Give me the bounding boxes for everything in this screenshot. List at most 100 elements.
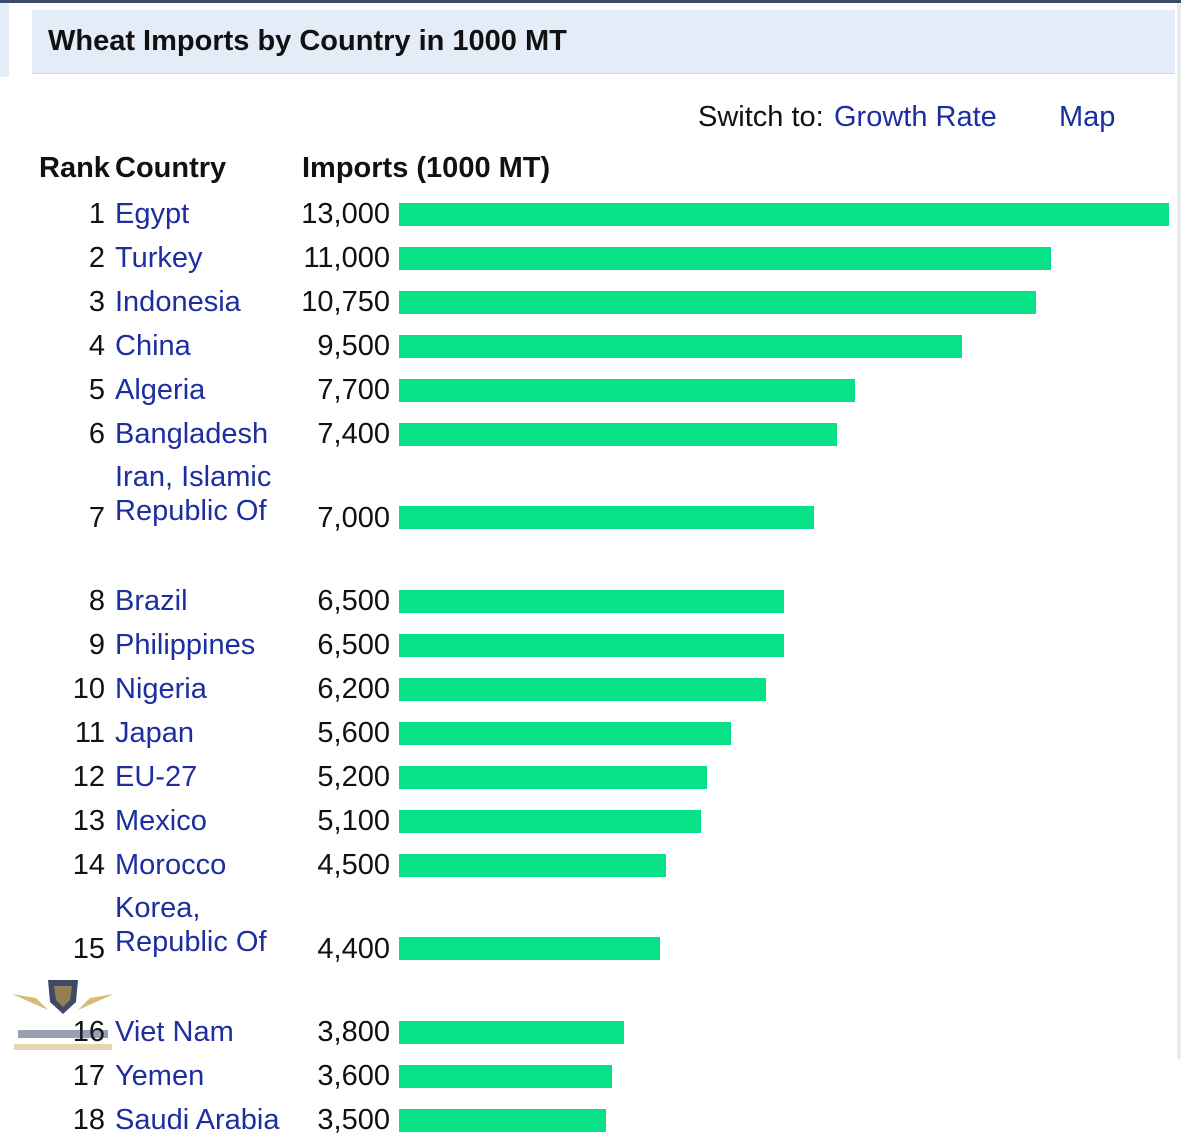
country-link[interactable]: Morocco: [115, 849, 227, 881]
rank-cell: 9: [88, 629, 105, 661]
country-link[interactable]: Iran, Islamic Republic Of: [115, 461, 272, 527]
country-link[interactable]: Viet Nam: [115, 1016, 234, 1048]
table-row: 18 Saudi Arabia 3,500: [0, 1102, 1181, 1146]
table-row: 2 Turkey 11,000: [0, 240, 1181, 284]
rank-cell: 7: [88, 501, 105, 534]
table-row: 17 Yemen 3,600: [0, 1058, 1181, 1102]
table-row: 7 Iran, Islamic Republic Of 7,000: [0, 460, 1181, 583]
table-row: 5 Algeria 7,700: [0, 372, 1181, 416]
imports-bar: [399, 765, 707, 789]
imports-bar: [399, 506, 814, 529]
table-row: 14 Morocco 4,500: [0, 847, 1181, 891]
imports-value-label: 4,400: [317, 932, 390, 965]
rank-cell: 16: [72, 1016, 105, 1048]
country-link[interactable]: Bangladesh: [115, 418, 269, 450]
country-link[interactable]: Brazil: [115, 585, 188, 617]
imports-value-label: 9,500: [317, 330, 390, 362]
country-link[interactable]: Philippines: [115, 629, 256, 661]
imports-bar: [399, 290, 1036, 314]
country-link[interactable]: China: [115, 330, 191, 362]
rank-cell: 6: [88, 418, 105, 450]
rank-cell: 17: [72, 1060, 105, 1092]
imports-bar: [399, 633, 784, 657]
rank-cell: 18: [72, 1104, 105, 1136]
imports-bar: [399, 589, 784, 613]
rank-cell: 2: [88, 242, 105, 274]
imports-value-label: 6,200: [317, 673, 390, 705]
imports-bar: [399, 1020, 624, 1044]
rank-cell: 12: [72, 761, 105, 793]
rank-cell: 13: [72, 805, 105, 837]
imports-bar: [399, 378, 855, 402]
imports-bar: [399, 721, 731, 745]
country-link[interactable]: Korea, Republic Of: [115, 892, 267, 958]
imports-value-label: 6,500: [317, 585, 390, 617]
country-link[interactable]: Egypt: [115, 198, 190, 230]
imports-value-label: 5,100: [317, 805, 390, 837]
table-row: 1 Egypt 13,000: [0, 196, 1181, 240]
imports-bar: [399, 246, 1051, 270]
growth-rate-link[interactable]: Growth Rate: [834, 101, 997, 133]
country-link[interactable]: Japan: [115, 717, 195, 749]
panel-header: Wheat Imports by Country in 1000 MT: [32, 10, 1175, 74]
table-row: 9 Philippines 6,500: [0, 627, 1181, 671]
rank-cell: 14: [72, 849, 105, 881]
imports-bar: [399, 334, 962, 358]
page-title: Wheat Imports by Country in 1000 MT: [48, 25, 567, 57]
map-link[interactable]: Map: [1059, 101, 1116, 133]
imports-value-label: 7,700: [317, 374, 390, 406]
table-row: 6 Bangladesh 7,400: [0, 416, 1181, 460]
imports-bar: [399, 1064, 612, 1088]
table-row: 8 Brazil 6,500: [0, 583, 1181, 627]
imports-value-label: 3,800: [317, 1016, 390, 1048]
imports-bar: [399, 853, 666, 877]
rank-cell: 8: [88, 585, 105, 617]
country-link[interactable]: Algeria: [115, 374, 206, 406]
right-scroll-edge: [1177, 3, 1181, 1059]
table-row: 15 Korea, Republic Of 4,400: [0, 891, 1181, 1014]
imports-value-label: 13,000: [301, 198, 390, 230]
imports-bar: [399, 677, 766, 701]
arab-defense-forum-watermark: [12, 980, 114, 1050]
country-link[interactable]: Indonesia: [115, 286, 241, 318]
rank-cell: 15: [72, 932, 105, 965]
imports-value-label: 5,200: [317, 761, 390, 793]
imports-column-header: Imports (1000 MT): [302, 152, 551, 184]
table-row: 16 Viet Nam 3,800: [0, 1014, 1181, 1058]
left-edge-panel: [0, 3, 9, 77]
rank-cell: 1: [88, 198, 105, 230]
ranking-table: 1 Egypt 13,000 2 Turkey 11,000 3 Indonesia 10,75…: [0, 196, 1181, 1136]
country-link[interactable]: Nigeria: [115, 673, 207, 705]
rank-cell: 10: [72, 673, 105, 705]
imports-value-label: 3,500: [317, 1104, 390, 1136]
rank-column-header: Rank: [39, 152, 110, 184]
rank-cell: 4: [88, 330, 105, 362]
table-row: 10 Nigeria 6,200: [0, 671, 1181, 715]
imports-bar: [399, 809, 701, 833]
top-border: [0, 0, 1181, 3]
imports-value-label: 4,500: [317, 849, 390, 881]
country-link[interactable]: EU-27: [115, 761, 198, 793]
country-link[interactable]: Saudi Arabia: [115, 1104, 280, 1136]
imports-bar: [399, 937, 660, 960]
rank-cell: 11: [74, 717, 105, 749]
switch-label: Switch to:: [698, 101, 824, 133]
imports-value-label: 10,750: [301, 286, 390, 318]
imports-value-label: 7,400: [317, 418, 390, 450]
rank-cell: 5: [88, 374, 105, 406]
table-row: 11 Japan 5,600: [0, 715, 1181, 759]
table-row: 13 Mexico 5,100: [0, 803, 1181, 847]
country-link[interactable]: Yemen: [115, 1060, 205, 1092]
imports-bar: [399, 422, 837, 446]
imports-value-label: 11,000: [303, 242, 390, 274]
imports-value-label: 6,500: [317, 629, 390, 661]
country-link[interactable]: Turkey: [115, 242, 203, 274]
imports-value-label: 5,600: [317, 717, 390, 749]
imports-value-label: 3,600: [317, 1060, 390, 1092]
imports-value-label: 7,000: [317, 501, 390, 534]
imports-bar: [399, 202, 1169, 226]
country-link[interactable]: Mexico: [115, 805, 207, 837]
rank-cell: 3: [88, 286, 105, 318]
table-row: 12 EU-27 5,200: [0, 759, 1181, 803]
country-column-header: Country: [115, 152, 227, 184]
